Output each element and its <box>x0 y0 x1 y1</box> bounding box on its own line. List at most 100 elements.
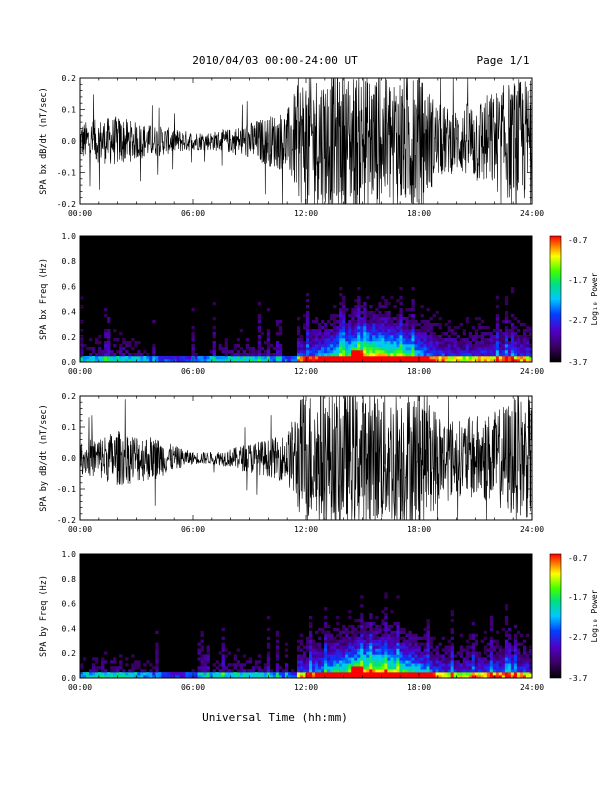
spectrogram-cell <box>396 350 400 354</box>
spectrogram-cell <box>176 672 180 676</box>
spectrogram-cell <box>306 305 310 309</box>
spectrogram-cell <box>501 666 506 670</box>
spectrogram-cell <box>342 642 346 646</box>
spectrogram-cell <box>363 347 367 351</box>
spectrogram-cell <box>278 347 283 351</box>
spectrogram-cell <box>495 666 500 670</box>
spectrogram-cell <box>471 350 476 354</box>
spectrogram-cell <box>465 657 470 661</box>
spectrogram-cell <box>498 341 503 345</box>
spectrogram-cell <box>504 639 509 643</box>
spectrogram-cell <box>489 624 494 629</box>
spectrogram-cell <box>384 633 388 637</box>
spectrogram-cell <box>372 654 376 658</box>
spectrogram-cell <box>324 648 328 652</box>
spectrogram-cell <box>423 672 427 676</box>
spectrogram-cell <box>357 299 361 303</box>
spectrogram-cell <box>420 338 424 342</box>
spectrogram-cell <box>260 359 265 363</box>
spectrogram-cell <box>324 329 328 333</box>
spectrogram-cell <box>450 353 454 357</box>
spectrogram-cell <box>360 633 364 637</box>
spectrogram-cell <box>405 347 409 351</box>
spectrogram-cell <box>315 630 319 635</box>
spectrogram-cell <box>495 654 500 658</box>
spectrogram-cell <box>474 335 479 339</box>
spectrogram-cell <box>429 350 433 354</box>
spectrogram-cell <box>236 338 240 342</box>
spectrogram-cell <box>411 663 415 667</box>
spectrogram-cell <box>299 660 304 664</box>
spectrogram-cell <box>272 675 277 679</box>
spectrogram-cell <box>324 630 328 635</box>
spectrogram-cell <box>516 344 521 348</box>
spectrogram-cell <box>342 335 346 339</box>
spectrogram-cell <box>251 672 256 676</box>
spectrogram-cell <box>360 317 364 321</box>
spectrogram-cell <box>393 630 397 635</box>
spectrogram-cell <box>525 341 530 345</box>
spectrogram-cell <box>284 675 289 679</box>
spectrogram-cell <box>360 657 364 661</box>
spectrogram-cell <box>387 332 391 336</box>
spectrogram-cell <box>525 344 530 348</box>
spectrogram-cell <box>384 621 388 626</box>
spectrogram-cell <box>396 353 400 357</box>
spectrogram-cell <box>378 332 382 336</box>
spectrogram-cell <box>426 648 430 652</box>
spectrogram-cell <box>450 332 454 336</box>
spectrogram-cell <box>236 660 240 664</box>
spectrogram-cell <box>435 344 439 348</box>
spectrogram-cell <box>342 338 346 342</box>
spectrogram-cell <box>393 323 397 327</box>
spectrogram-cell <box>299 350 304 354</box>
spectrogram-cell <box>462 660 466 664</box>
spectrogram-cell <box>330 648 334 652</box>
spectrogram-cell <box>384 323 388 327</box>
spectrogram-cell <box>312 335 316 339</box>
spectrogram-cell <box>266 651 271 655</box>
spectrogram-cell <box>375 651 379 655</box>
spectrogram-cell <box>336 627 340 632</box>
spectrogram-cell <box>354 329 358 333</box>
spectrogram-cell <box>324 335 328 339</box>
spectrogram-cell <box>384 651 388 655</box>
spectrogram-cell <box>354 341 358 345</box>
spectrogram-cell <box>372 630 376 635</box>
spectrogram-cell <box>104 347 108 351</box>
spectrogram-cell <box>435 359 439 363</box>
spectrogram-cell <box>339 654 343 658</box>
spectrogram-cell <box>447 654 451 658</box>
spectrogram-cell <box>501 657 506 661</box>
spectrogram-cell <box>522 639 527 643</box>
ytick-label: 0.4 <box>62 308 77 317</box>
spectrogram-cell <box>384 595 388 599</box>
spectrogram-cell <box>302 672 307 676</box>
spectrogram-cell <box>471 338 476 342</box>
spectrogram-cell <box>327 624 331 629</box>
spectrogram-cell <box>465 356 470 360</box>
spectrogram-cell <box>510 338 515 342</box>
spectrogram-cell <box>477 341 482 345</box>
spectrogram-cell <box>429 642 433 646</box>
spectrogram-cell <box>435 660 439 664</box>
spectrogram-cell <box>372 326 376 330</box>
spectrogram-cell <box>128 356 132 360</box>
ytick-label: -0.2 <box>57 200 76 209</box>
spectrogram-cell <box>384 320 388 324</box>
spectrogram-cell <box>366 344 370 348</box>
spectrogram-cell <box>468 335 473 339</box>
spectrogram-cell <box>339 630 343 635</box>
spectrogram-cell <box>272 347 277 351</box>
spectrogram-cell <box>218 651 222 655</box>
spectrogram-cell <box>324 624 328 629</box>
spectrogram-cell <box>342 314 346 318</box>
spectrogram-cell <box>248 353 253 357</box>
spectrogram-cell <box>411 359 415 363</box>
spectrogram-cell <box>372 657 376 661</box>
spectrogram-cell <box>128 344 132 348</box>
spectrogram-cell <box>528 663 533 667</box>
spectrogram-cell <box>236 353 240 357</box>
spectrogram-cell <box>104 353 108 357</box>
spectrogram-cell <box>333 350 337 354</box>
